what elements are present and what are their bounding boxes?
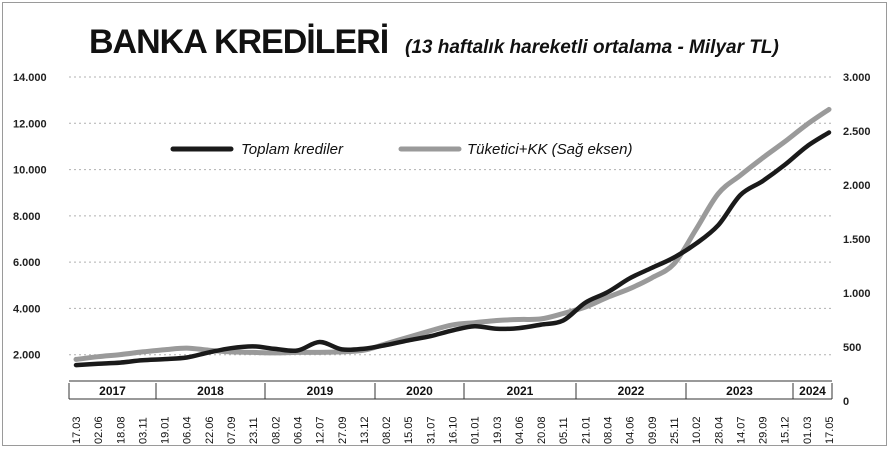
- date-label: 03.11: [137, 417, 149, 444]
- left-tick-label: 10.000: [13, 165, 47, 177]
- left-axis-ticks: 2.000 4.000 6.000 8.000 10.000 12.000 14.000: [13, 72, 47, 362]
- legend: Toplam krediler Tüketici+KK (Sağ eksen): [170, 141, 633, 158]
- year-labels: 2017 2018 2019 2020 2021 2022 2023 2024: [68, 383, 833, 399]
- date-label: 01.03: [802, 417, 814, 445]
- date-label: 06.04: [293, 416, 305, 444]
- date-label: 22.06: [204, 416, 216, 444]
- year-label: 2017: [99, 384, 126, 398]
- series-line-toplam: [73, 130, 832, 368]
- date-label: 14.07: [735, 416, 747, 444]
- right-tick-label: 3.000: [843, 72, 871, 84]
- year-label: 2023: [726, 384, 753, 398]
- legend-label-tuketici: Tüketici+KK (Sağ eksen): [467, 141, 633, 158]
- date-label: 28.04: [713, 417, 725, 445]
- date-label: 17.03: [71, 416, 83, 444]
- right-tick-label: 2.500: [843, 126, 871, 138]
- left-tick-label: 14.000: [13, 72, 47, 84]
- date-label: 15.12: [780, 416, 792, 444]
- date-label: 17.05: [824, 416, 836, 444]
- left-tick-label: 6.000: [13, 257, 41, 269]
- year-label: 2019: [307, 384, 334, 398]
- date-label: 27.09: [337, 417, 349, 445]
- date-label: 13.12: [359, 416, 371, 444]
- date-label: 20.08: [536, 416, 548, 444]
- date-label: 08.02: [381, 417, 393, 445]
- date-label: 04.06: [514, 416, 526, 444]
- date-label: 29.09: [758, 417, 770, 445]
- left-tick-label: 12.000: [13, 118, 47, 130]
- chart-subtitle: (13 haftalık hareketli ortalama - Milyar…: [405, 37, 779, 58]
- year-label: 2024: [799, 384, 826, 398]
- chart-title: BANKA KREDİLERİ: [89, 23, 388, 61]
- year-label: 2021: [507, 384, 534, 398]
- year-label: 2018: [197, 384, 224, 398]
- left-tick-label: 8.000: [13, 211, 41, 223]
- date-label: 01.01: [470, 416, 482, 444]
- right-tick-label: 1.500: [843, 234, 871, 246]
- date-label: 18.08: [115, 416, 127, 444]
- date-label: 23.11: [248, 417, 260, 444]
- chart-canvas: BANKA KREDİLERİ (13 haftalık hareketli o…: [13, 23, 871, 444]
- date-labels: 17.03 02.06 18.08 03.11 19.01 06.04 22.06 07.09…: [71, 416, 836, 444]
- date-label: 05.11: [558, 417, 570, 444]
- date-label: 16.10: [448, 416, 460, 444]
- right-tick-label: 500: [843, 342, 861, 354]
- series-lines: [73, 106, 832, 368]
- date-label: 25.11: [669, 417, 681, 444]
- legend-label-toplam: Toplam krediler: [241, 141, 344, 158]
- date-label: 04.06: [625, 416, 637, 444]
- year-label: 2020: [406, 384, 433, 398]
- right-tick-label: 0: [843, 396, 849, 408]
- date-label: 02.06: [93, 416, 105, 444]
- date-label: 19.03: [492, 416, 504, 444]
- date-label: 12.07: [315, 416, 327, 444]
- series-line-tuketici: [73, 106, 832, 362]
- year-label: 2022: [618, 384, 645, 398]
- date-label: 07.09: [226, 416, 238, 444]
- right-axis-ticks: 0 500 1.000 1.500 2.000 2.500 3.000: [843, 72, 871, 408]
- date-label: 10.02: [691, 416, 703, 444]
- date-label: 08.02: [270, 416, 282, 444]
- right-tick-label: 1.000: [843, 288, 871, 300]
- left-tick-label: 4.000: [13, 303, 41, 315]
- date-label: 19.01: [160, 416, 172, 444]
- date-label: 08.04: [603, 416, 615, 444]
- date-label: 21.01: [580, 416, 592, 444]
- date-label: 15.05: [403, 416, 415, 444]
- right-tick-label: 2.000: [843, 180, 871, 192]
- date-label: 09.09: [647, 416, 659, 444]
- grid-lines: [69, 76, 832, 356]
- date-label: 06.04: [182, 416, 194, 444]
- x-axis: [69, 380, 832, 400]
- date-label: 31.07: [425, 417, 437, 445]
- left-tick-label: 2.000: [13, 350, 41, 362]
